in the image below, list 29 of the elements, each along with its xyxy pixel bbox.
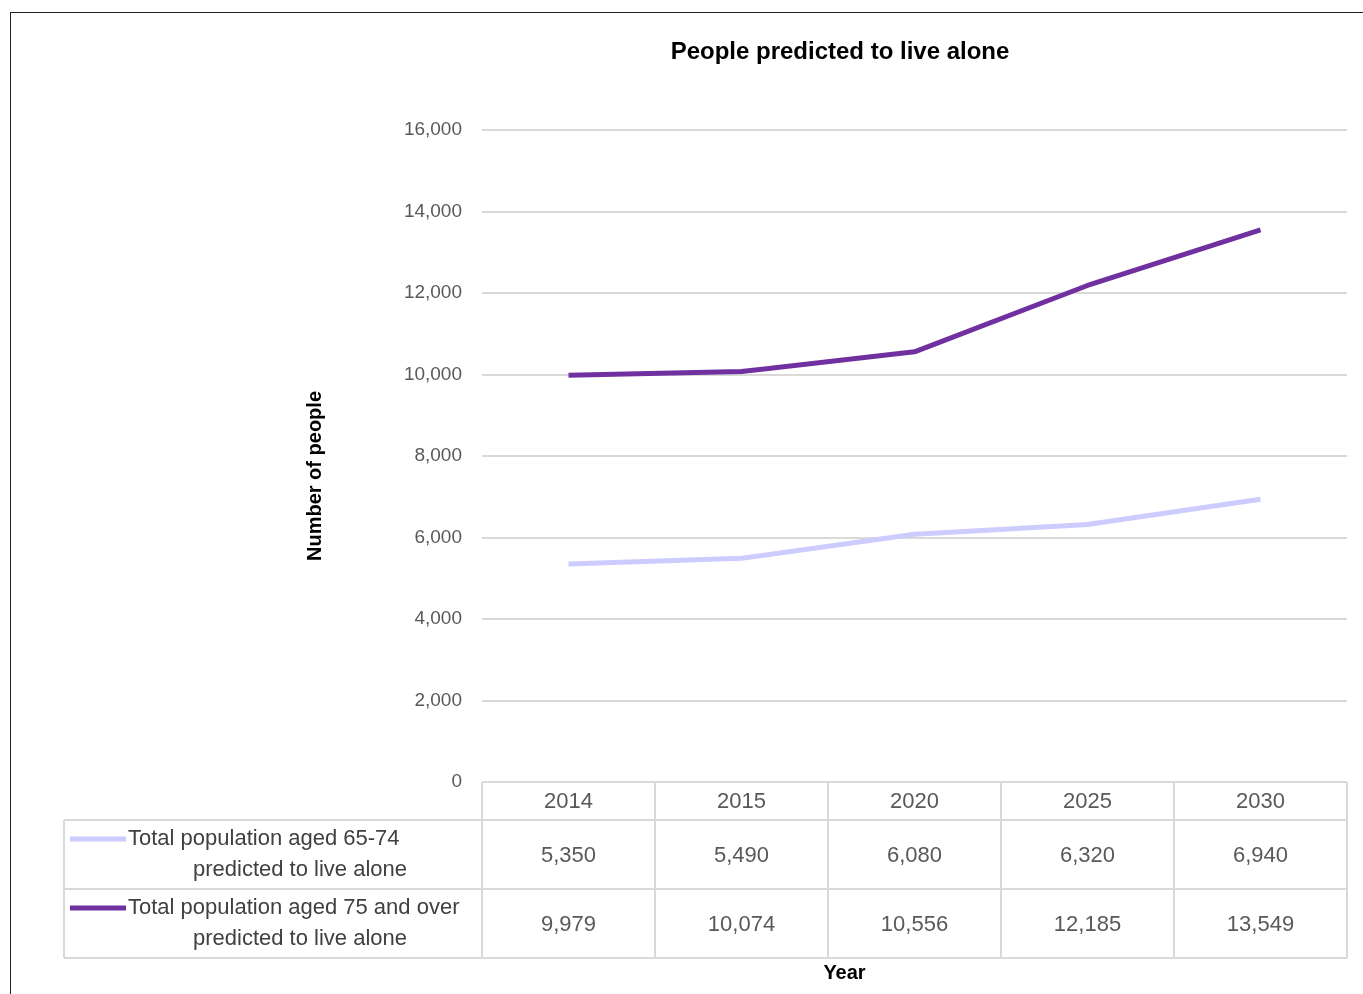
y-tick-label: 12,000 (403, 281, 462, 303)
x-tick-label: 2014 (544, 788, 593, 814)
x-tick-label: 2025 (1063, 788, 1112, 814)
text: Year (823, 960, 866, 983)
x-tick-label: 2020 (890, 788, 939, 814)
y-tick-label: 2,000 (414, 688, 462, 710)
legend-label: Total population aged 65-74 predicted to live alone (128, 825, 408, 882)
data-label: 6,940 (1232, 841, 1289, 867)
data-label: 10,556 (880, 910, 949, 936)
x-tick-label: 2015 (717, 788, 766, 814)
data-label: 10,074 (707, 910, 776, 936)
data-label: 5,490 (713, 841, 770, 867)
chart-title: People predicted to live alone (670, 36, 1010, 64)
y-tick-label: 4,000 (414, 607, 462, 629)
data-label: 5,350 (540, 841, 597, 867)
legend-label: Total population aged 75 and over predicted to live alone (128, 894, 460, 951)
data-label: 12,185 (1053, 910, 1122, 936)
y-tick-label: 6,000 (414, 525, 462, 547)
y-tick-label: 16,000 (403, 118, 462, 140)
y-axis-title: Number of people (302, 390, 325, 562)
x-tick-label: 2030 (1236, 788, 1285, 814)
y-tick-label: 14,000 (403, 199, 462, 221)
data-label: 6,080 (886, 841, 943, 867)
data-label: 6,320 (1059, 841, 1116, 867)
y-tick-label: 8,000 (414, 444, 462, 466)
data-label: 9,979 (540, 910, 597, 936)
y-tick-label: 10,000 (403, 362, 462, 384)
data-label: 13,549 (1226, 910, 1295, 936)
y-tick-label: 0 (451, 770, 462, 792)
